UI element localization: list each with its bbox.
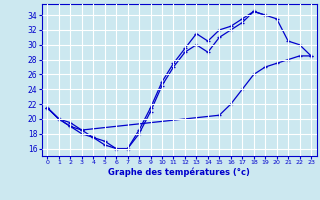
X-axis label: Graphe des températures (°c): Graphe des températures (°c) — [108, 168, 250, 177]
